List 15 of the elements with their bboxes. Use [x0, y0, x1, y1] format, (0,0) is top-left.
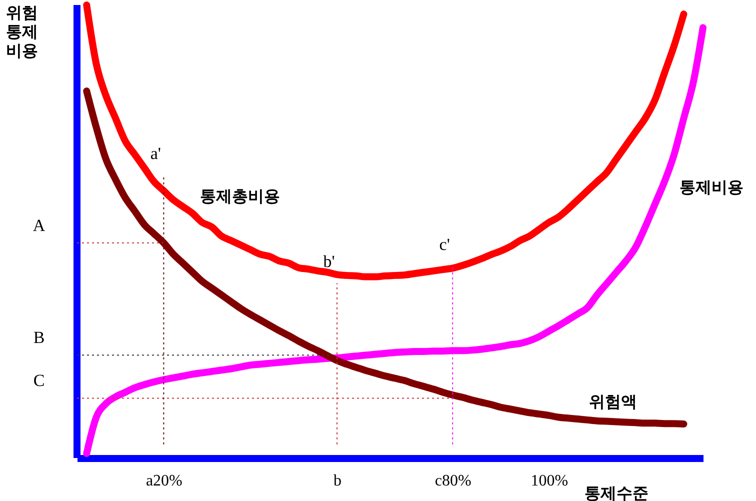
- x-tick-label: b: [334, 472, 342, 490]
- ref-line-label: C: [33, 371, 45, 390]
- annotation: b': [323, 252, 335, 272]
- x-tick-label: c80%: [434, 472, 472, 490]
- ref-line-label: B: [33, 328, 45, 348]
- x-tick-label: a20%: [146, 472, 182, 490]
- series-label: 통제비용: [680, 179, 744, 196]
- annotation: a': [150, 144, 161, 163]
- series-label: 통제총비용: [200, 188, 280, 206]
- series-label: 위험액: [589, 394, 638, 412]
- x-axis-title: 통제수준: [584, 486, 648, 501]
- annotation: c': [439, 234, 450, 254]
- ref-line-label: A: [32, 216, 46, 235]
- y-axis-title: 위험 통제 비용: [6, 5, 38, 60]
- x-tick-label: 100%: [530, 472, 568, 490]
